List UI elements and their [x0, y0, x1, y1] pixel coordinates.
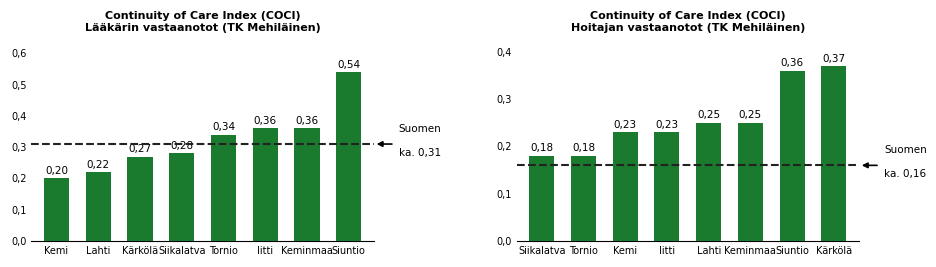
- Text: 0,34: 0,34: [212, 122, 235, 132]
- Bar: [779, 71, 804, 241]
- Text: 0,28: 0,28: [170, 141, 193, 151]
- Bar: [44, 178, 69, 241]
- Bar: [336, 72, 361, 241]
- Bar: [294, 128, 319, 241]
- Text: 0,54: 0,54: [337, 60, 360, 70]
- Bar: [529, 156, 553, 241]
- Bar: [695, 123, 721, 241]
- Text: 0,20: 0,20: [45, 166, 68, 176]
- Text: 0,18: 0,18: [571, 143, 594, 154]
- Bar: [169, 154, 194, 241]
- Text: 0,27: 0,27: [128, 144, 152, 154]
- Text: 0,25: 0,25: [696, 110, 720, 120]
- Title: Continuity of Care Index (COCI)
Lääkärin vastaanotot (TK Mehiläinen): Continuity of Care Index (COCI) Lääkärin…: [84, 11, 320, 33]
- Bar: [612, 132, 637, 241]
- Bar: [211, 135, 236, 241]
- Bar: [253, 128, 277, 241]
- Text: Suomen: Suomen: [883, 145, 926, 155]
- Text: 0,36: 0,36: [295, 116, 318, 126]
- Text: 0,18: 0,18: [530, 143, 552, 154]
- Text: 0,25: 0,25: [739, 110, 761, 120]
- Text: 0,22: 0,22: [87, 160, 110, 170]
- Bar: [86, 172, 110, 241]
- Text: 0,23: 0,23: [613, 120, 636, 130]
- Bar: [821, 66, 845, 241]
- Text: 0,23: 0,23: [654, 120, 678, 130]
- Text: 0,37: 0,37: [822, 54, 844, 64]
- Title: Continuity of Care Index (COCI)
Hoitajan vastaanotot (TK Mehiläinen): Continuity of Care Index (COCI) Hoitajan…: [570, 11, 804, 33]
- Text: ka. 0,16: ka. 0,16: [883, 170, 925, 179]
- Text: 0,36: 0,36: [254, 116, 276, 126]
- Bar: [738, 123, 762, 241]
- Bar: [127, 156, 153, 241]
- Bar: [570, 156, 595, 241]
- Text: 0,36: 0,36: [780, 58, 803, 68]
- Text: ka. 0,31: ka. 0,31: [399, 148, 441, 158]
- Text: Suomen: Suomen: [399, 124, 441, 134]
- Bar: [653, 132, 679, 241]
